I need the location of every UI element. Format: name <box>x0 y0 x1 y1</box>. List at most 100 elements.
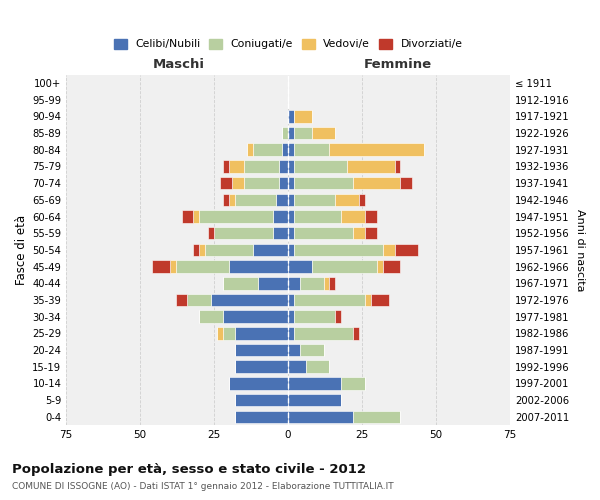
Bar <box>229 377 288 390</box>
Bar <box>312 260 377 273</box>
Bar <box>300 344 323 356</box>
Bar <box>335 310 341 323</box>
Bar <box>288 194 294 206</box>
Bar <box>288 344 300 356</box>
Bar <box>353 327 359 340</box>
Bar <box>365 227 377 239</box>
Text: Femmine: Femmine <box>364 58 431 71</box>
Bar <box>288 360 306 373</box>
Bar <box>383 244 395 256</box>
Bar <box>273 227 288 239</box>
Bar <box>288 277 300 289</box>
Bar <box>199 210 273 223</box>
Bar <box>323 277 329 289</box>
Bar <box>294 227 353 239</box>
Bar <box>259 277 288 289</box>
Y-axis label: Anni di nascita: Anni di nascita <box>575 208 585 291</box>
Bar <box>347 160 395 172</box>
Bar <box>294 127 312 140</box>
Bar <box>176 260 229 273</box>
Bar <box>199 310 223 323</box>
Bar <box>235 194 276 206</box>
Bar <box>279 160 288 172</box>
Bar <box>288 310 294 323</box>
Bar <box>353 177 400 190</box>
Bar <box>294 294 365 306</box>
Bar <box>329 144 424 156</box>
Bar <box>294 244 383 256</box>
Bar <box>273 210 288 223</box>
Bar <box>341 210 365 223</box>
Bar <box>235 410 288 423</box>
Bar <box>235 344 288 356</box>
Bar <box>229 260 288 273</box>
Text: Popolazione per età, sesso e stato civile - 2012: Popolazione per età, sesso e stato civil… <box>12 462 366 475</box>
Bar <box>294 327 353 340</box>
Bar <box>365 294 371 306</box>
Bar <box>294 310 335 323</box>
Bar <box>193 210 199 223</box>
Bar <box>176 294 187 306</box>
Bar <box>253 144 282 156</box>
Bar <box>235 360 288 373</box>
Bar <box>223 160 229 172</box>
Bar <box>312 127 335 140</box>
Bar <box>253 244 288 256</box>
Bar <box>288 294 294 306</box>
Bar <box>377 260 383 273</box>
Bar <box>214 227 273 239</box>
Bar <box>353 227 365 239</box>
Bar <box>294 110 312 122</box>
Bar <box>211 294 288 306</box>
Bar <box>365 210 377 223</box>
Bar <box>288 394 341 406</box>
Bar <box>294 194 335 206</box>
Bar <box>279 177 288 190</box>
Bar <box>288 260 312 273</box>
Bar <box>223 277 259 289</box>
Text: Maschi: Maschi <box>152 58 205 71</box>
Bar <box>288 377 341 390</box>
Bar <box>329 277 335 289</box>
Bar <box>182 210 193 223</box>
Bar <box>335 194 359 206</box>
Bar <box>276 194 288 206</box>
Bar <box>152 260 170 273</box>
Bar <box>282 127 288 140</box>
Bar <box>395 244 418 256</box>
Bar <box>288 244 294 256</box>
Bar <box>300 277 323 289</box>
Bar <box>235 327 288 340</box>
Bar <box>288 144 294 156</box>
Bar <box>306 360 329 373</box>
Bar <box>288 210 294 223</box>
Bar <box>294 177 353 190</box>
Bar <box>395 160 400 172</box>
Bar <box>217 327 223 340</box>
Bar <box>282 144 288 156</box>
Bar <box>244 160 279 172</box>
Bar <box>187 294 211 306</box>
Bar <box>235 394 288 406</box>
Bar <box>232 177 244 190</box>
Bar <box>383 260 400 273</box>
Bar <box>288 110 294 122</box>
Bar <box>223 194 229 206</box>
Bar <box>223 327 235 340</box>
Bar <box>170 260 176 273</box>
Bar <box>288 227 294 239</box>
Bar <box>294 160 347 172</box>
Bar <box>205 244 253 256</box>
Bar <box>371 294 389 306</box>
Bar <box>199 244 205 256</box>
Bar <box>288 177 294 190</box>
Bar <box>400 177 412 190</box>
Bar <box>294 210 341 223</box>
Bar <box>229 194 235 206</box>
Bar <box>244 177 279 190</box>
Bar <box>288 127 294 140</box>
Text: COMUNE DI ISSOGNE (AO) - Dati ISTAT 1° gennaio 2012 - Elaborazione TUTTITALIA.IT: COMUNE DI ISSOGNE (AO) - Dati ISTAT 1° g… <box>12 482 394 491</box>
Legend: Celibi/Nubili, Coniugati/e, Vedovi/e, Divorziati/e: Celibi/Nubili, Coniugati/e, Vedovi/e, Di… <box>109 34 467 54</box>
Bar <box>223 310 288 323</box>
Bar <box>193 244 199 256</box>
